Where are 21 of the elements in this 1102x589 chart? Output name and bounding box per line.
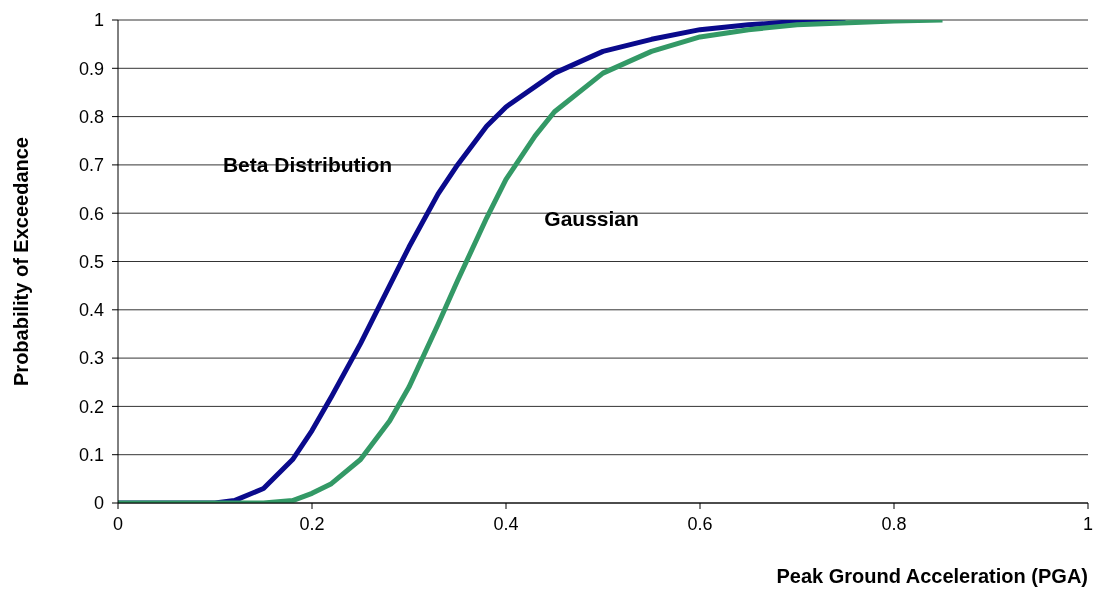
x-axis-title: Peak Ground Acceleration (PGA): [776, 565, 1088, 587]
y-tick-label: 0.5: [78, 251, 104, 272]
x-tick-label: 1: [1082, 513, 1094, 534]
y-tick-label: 1: [93, 10, 104, 31]
y-tick-label: 0.1: [78, 445, 104, 466]
y-tick-label: 0.2: [78, 396, 104, 417]
x-tick-label: 0.4: [493, 513, 519, 534]
y-tick-label: 0: [93, 493, 104, 514]
y-tick-label: 0.9: [78, 58, 104, 79]
text: Gaussian: [544, 206, 639, 230]
x-tick-label: 0.2: [299, 513, 325, 534]
y-tick-label: 0.6: [78, 203, 104, 224]
y-tick-label: 0.7: [78, 155, 104, 176]
x-tick-label: 0: [112, 513, 124, 534]
y-tick-label: 0.8: [78, 106, 104, 127]
y-tick-label: 0.4: [78, 300, 104, 321]
x-tick-label: 0.8: [881, 513, 907, 534]
text: Beta Distribution: [222, 153, 393, 177]
y-tick-label: 0.3: [78, 348, 104, 369]
x-tick-label: 0.6: [687, 513, 713, 534]
y-axis-title: Probability of Exceedance: [10, 137, 33, 386]
